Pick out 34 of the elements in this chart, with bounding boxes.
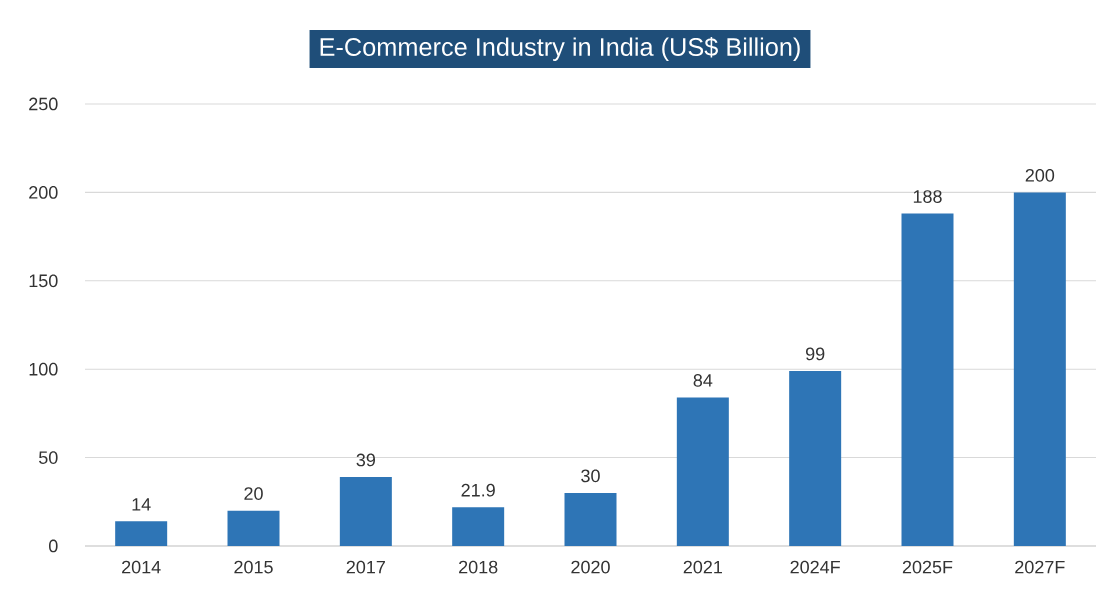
bar	[789, 370, 842, 546]
x-tick-label: 2020	[571, 560, 610, 574]
y-tick-label: 0	[49, 539, 58, 553]
bar	[452, 507, 505, 546]
chart-title: E-Commerce Industry in India (US$ Billion)	[320, 37, 800, 61]
x-tick-label: 2017	[346, 560, 385, 574]
bar	[676, 397, 729, 546]
x-tick-label: 2018	[459, 560, 498, 574]
bar	[339, 477, 392, 546]
bar	[115, 521, 168, 546]
data-label: 21.9	[461, 483, 495, 497]
data-label: 188	[913, 190, 942, 203]
x-tick-label: 2014	[122, 560, 161, 574]
bar	[564, 492, 617, 546]
y-tick-label: 50	[38, 451, 58, 464]
data-label: 39	[356, 453, 375, 467]
bar	[227, 510, 280, 546]
y-tick-label: 150	[29, 274, 58, 288]
x-tick-label: 2021	[683, 560, 722, 574]
y-tick-label: 200	[29, 186, 58, 199]
data-label: 200	[1025, 168, 1055, 182]
data-label: 30	[581, 469, 600, 483]
y-tick-label: 250	[29, 97, 58, 111]
bar	[1013, 192, 1066, 546]
y-tick-label: 100	[29, 362, 58, 376]
x-tick-label: 2027F	[1015, 560, 1065, 574]
x-tick-label: 2015	[234, 560, 273, 574]
data-label: 20	[244, 487, 263, 500]
data-label: 14	[132, 498, 151, 511]
bar	[901, 213, 954, 546]
x-tick-label: 2025F	[902, 560, 953, 574]
x-tick-label: 2024F	[790, 560, 840, 574]
data-label: 99	[805, 347, 825, 361]
data-label: 84	[693, 374, 713, 387]
